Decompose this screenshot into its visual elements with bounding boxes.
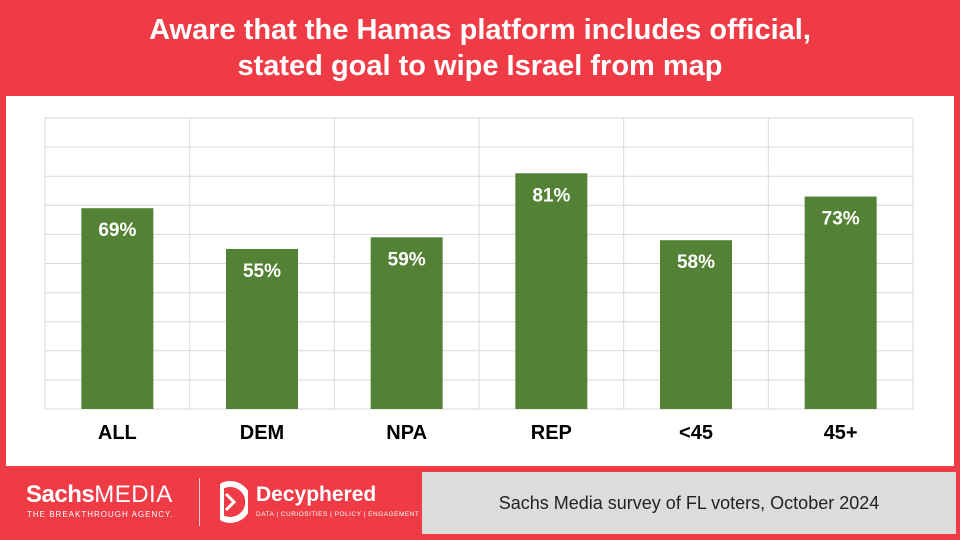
- x-tick-label: ALL: [98, 422, 137, 444]
- bar: [81, 208, 154, 409]
- title-line-2: stated goal to wipe Israel from map: [237, 50, 723, 82]
- bar: [660, 240, 732, 409]
- bar-chart: 69% ALL 55% DEM 59% NPA 81% REP 58% <45 73% 45+: [44, 117, 914, 444]
- data-label: 73%: [822, 209, 860, 230]
- x-tick-label: <45: [679, 422, 713, 444]
- source-text: Sachs Media survey of FL voters, October…: [498, 492, 880, 513]
- bar: [370, 237, 443, 409]
- title-line-1: Aware that the Hamas platform includes o…: [149, 14, 811, 46]
- chart-title: Aware that the Hamas platform includes o…: [0, 0, 960, 96]
- footer-divider: [199, 478, 200, 526]
- footer: SachsMEDIA THE BREAKTHROUGH AGENCY. Decy…: [0, 466, 960, 540]
- x-tick-label: DEM: [240, 422, 284, 444]
- data-label: 55%: [243, 261, 281, 282]
- data-label: 81%: [532, 185, 570, 206]
- source-box: Sachs Media survey of FL voters, October…: [422, 472, 956, 534]
- data-label: 69%: [98, 220, 136, 241]
- bar: [226, 248, 298, 409]
- bar: [515, 173, 588, 409]
- brand-tagline: THE BREAKTHROUGH AGENCY.: [27, 510, 174, 519]
- x-tick-label: REP: [531, 422, 572, 444]
- chart-panel: 69% ALL 55% DEM 59% NPA 81% REP 58% <45 73% 45+: [6, 96, 954, 466]
- decyphered-logo-icon: [220, 481, 248, 523]
- bar: [804, 196, 877, 409]
- x-tick-label: 45+: [824, 422, 858, 444]
- x-tick-label: NPA: [386, 422, 427, 444]
- brand-bold: Sachs: [26, 481, 95, 508]
- data-label: 59%: [388, 249, 426, 270]
- data-label: 58%: [677, 252, 715, 273]
- partner-tagline: DATA | CURIOSITIES | POLICY | ENGAGEMENT: [256, 511, 420, 518]
- brand-light: MEDIA: [94, 481, 173, 508]
- partner-name: Decyphered: [256, 483, 377, 506]
- sachs-media-logo: SachsMEDIA: [26, 482, 173, 508]
